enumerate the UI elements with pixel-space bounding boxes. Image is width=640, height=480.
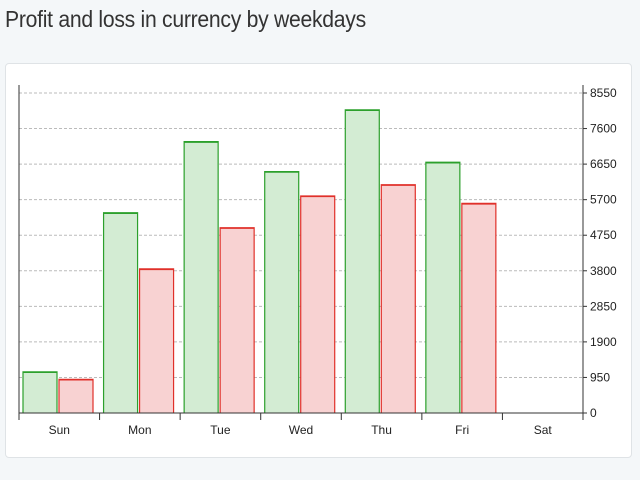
loss-bar-mon [139,268,174,413]
x-tick-label-mon: Mon [128,423,151,437]
loss-bar-thu [381,184,416,413]
page-title: Profit and loss in currency by weekdays [5,6,366,32]
x-tick-label-tue: Tue [210,423,231,437]
profit-bar-sun [23,371,57,413]
chart-card: 0 950 1900 2850 3800 4750 5700 6650 7600 8550 Sun M… [5,63,632,458]
y-tick-label: 950 [590,370,610,384]
profit-bar-thu [345,109,380,413]
profit-bar-mon [103,212,138,413]
x-tick-label-sun: Sun [49,423,70,437]
loss-bar-sun [59,379,93,413]
y-tick-label: 6650 [590,157,617,171]
y-tick-label: 1900 [590,335,617,349]
profit-bar-wed [264,171,299,413]
profit-loss-bar-chart: 0 950 1900 2850 3800 4750 5700 6650 7600 8550 Sun M… [18,85,617,437]
y-tick-label: 8550 [590,86,617,100]
x-tick-label-fri: Fri [455,423,469,437]
x-tick-label-sat: Sat [534,423,553,437]
x-tick-label-wed: Wed [289,423,313,437]
y-tick-label: 0 [590,406,597,420]
profit-bar-tue [184,141,219,413]
y-tick-label: 3800 [590,264,617,278]
x-tick-label-thu: Thu [371,423,392,437]
y-tick-label: 5700 [590,193,617,207]
tick-labels: 0 950 1900 2850 3800 4750 5700 6650 7600 8550 Sun M… [49,86,617,437]
loss-bar-wed [300,195,335,413]
y-tick-label: 4750 [590,228,617,242]
bars [22,109,497,413]
loss-bar-fri [461,203,496,413]
loss-bar-tue [220,227,255,413]
axes [18,85,587,420]
y-tick-label: 2850 [590,299,617,313]
profit-bar-fri [425,162,460,413]
y-tick-label: 7600 [590,122,617,136]
